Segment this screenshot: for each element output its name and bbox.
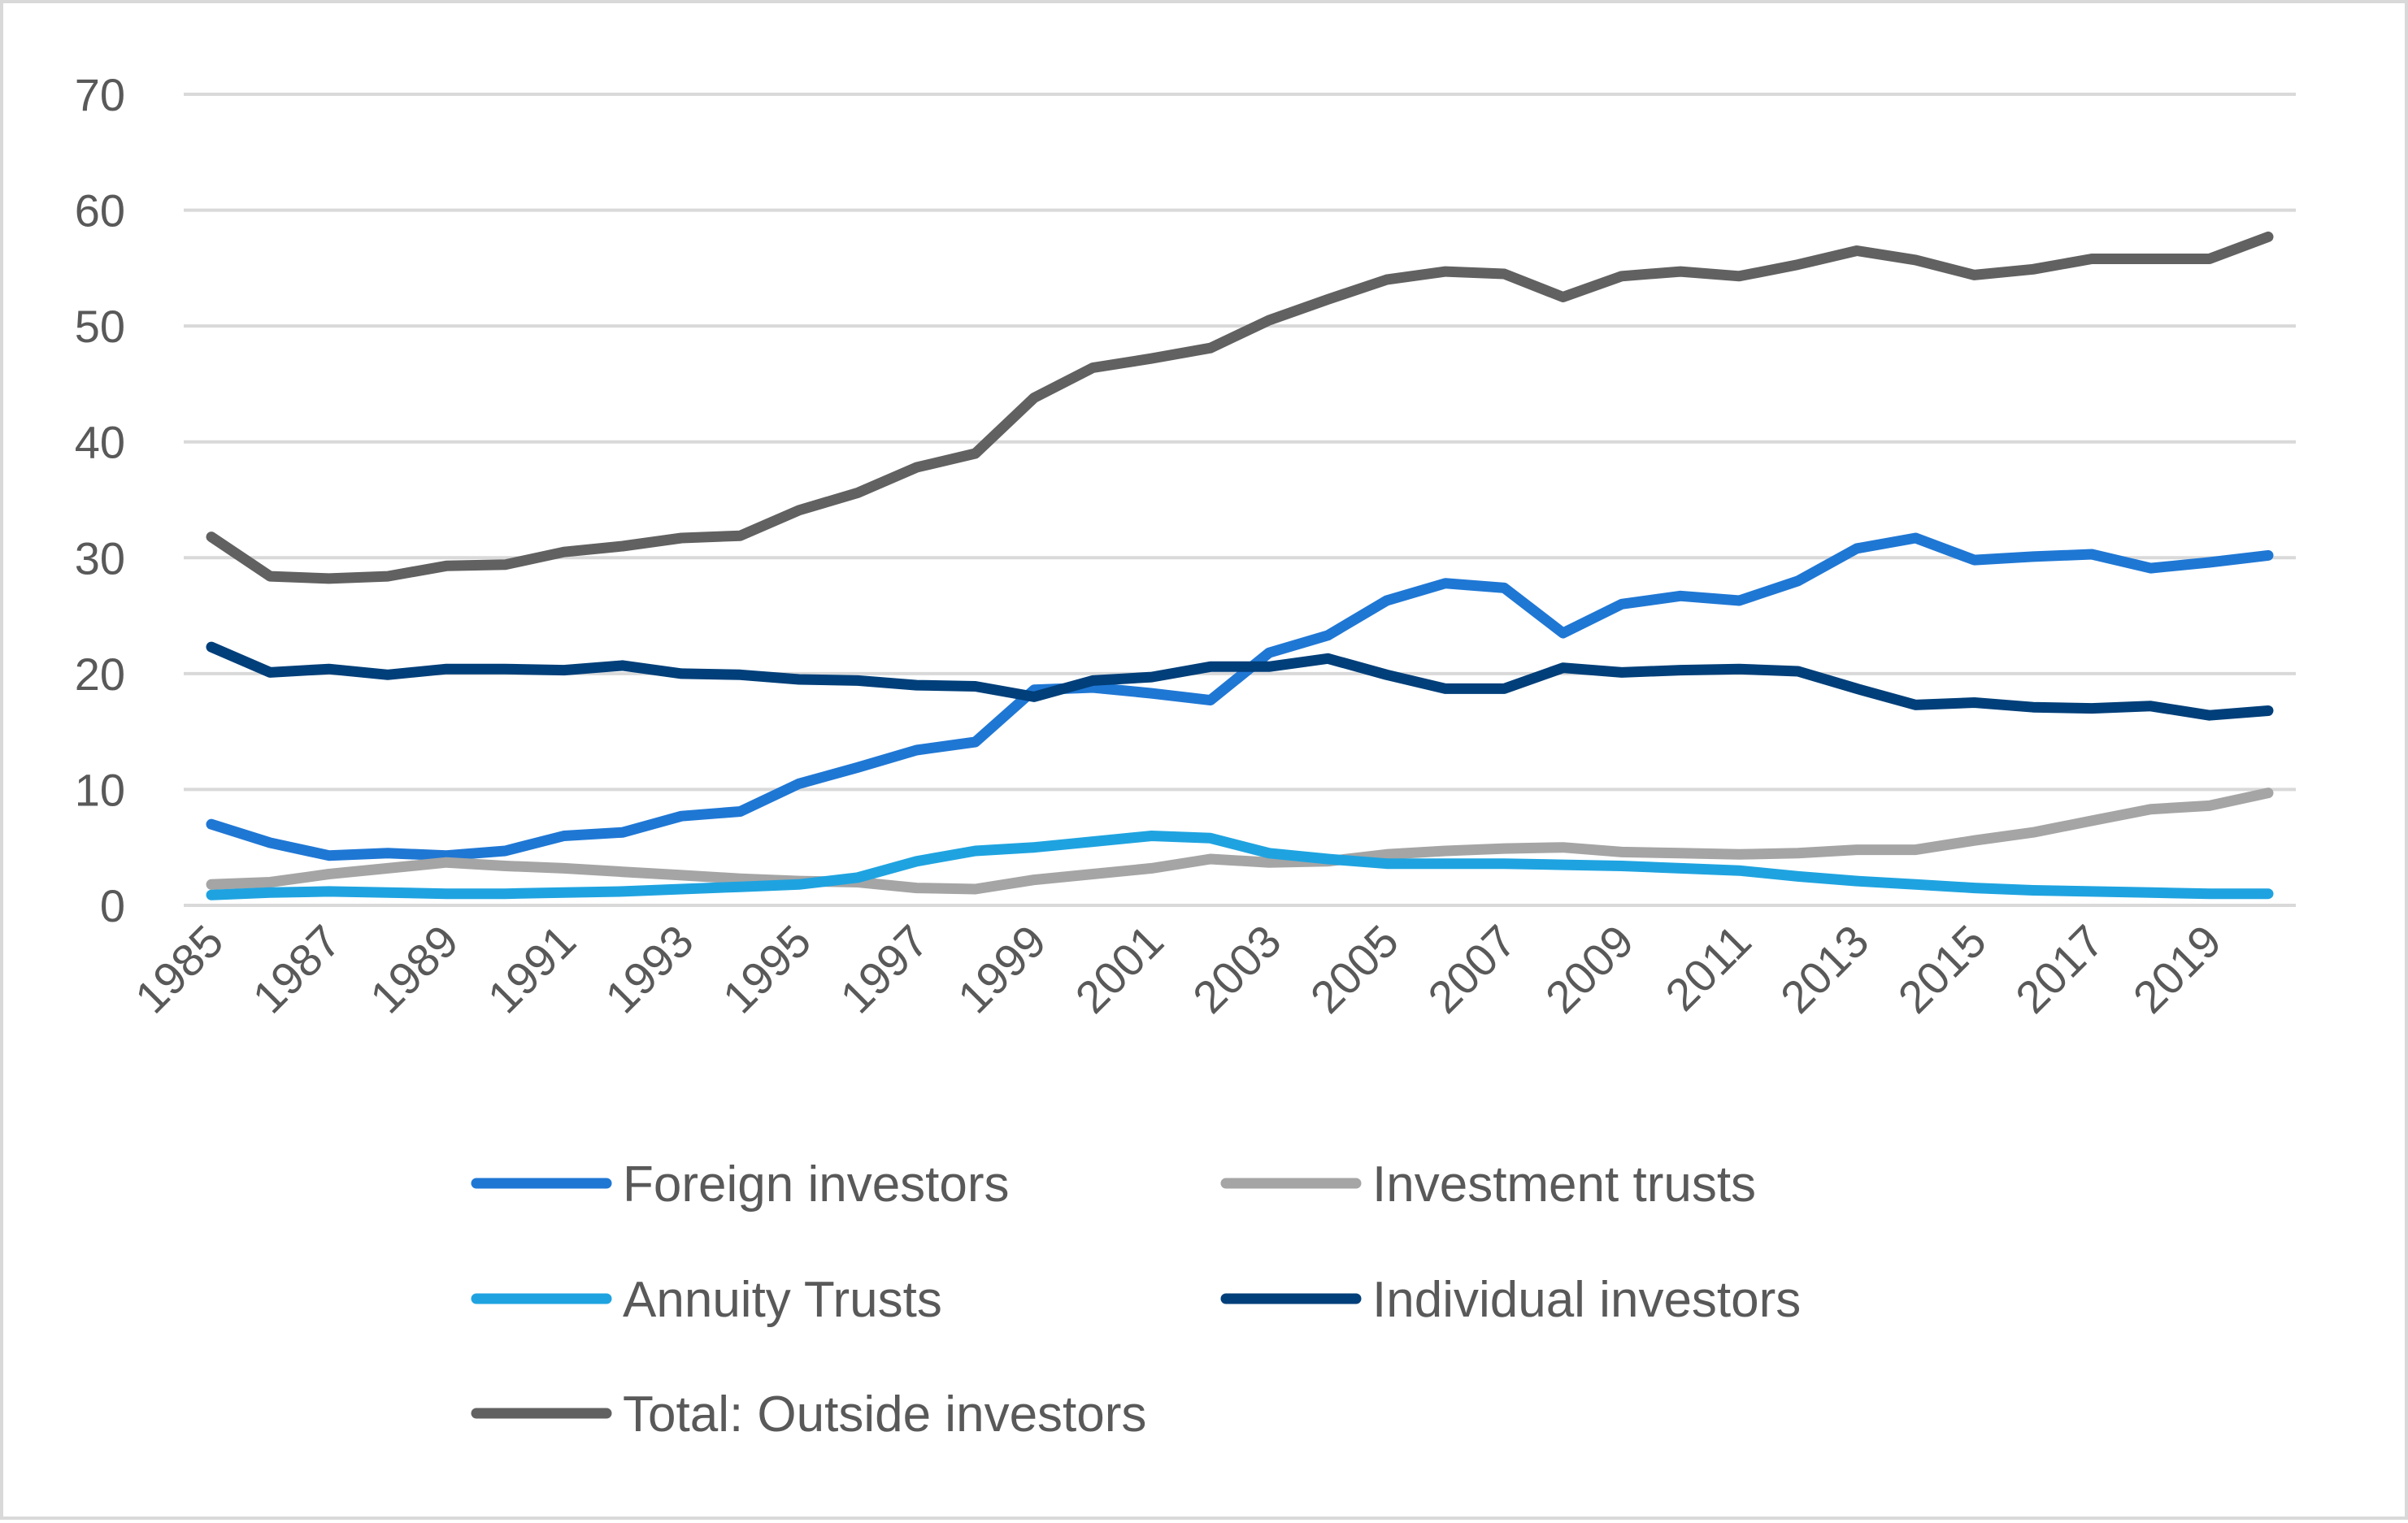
x-tick-label: 1991 xyxy=(478,915,586,1023)
x-tick-label: 2009 xyxy=(1536,915,1644,1023)
y-axis-ticks: 0 10 20 30 40 50 60 70 xyxy=(75,69,125,931)
x-tick-label: 1997 xyxy=(830,915,938,1023)
legend: Foreign investors Investment trusts Annuit… xyxy=(471,1156,1801,1443)
gridlines xyxy=(184,93,2296,907)
x-tick-label: 2013 xyxy=(1771,915,1879,1023)
legend-label: Individual investors xyxy=(1372,1272,1801,1328)
x-tick-label: 2001 xyxy=(1065,915,1173,1023)
legend-label: Total: Outside investors xyxy=(623,1386,1146,1443)
legend-label: Foreign investors xyxy=(623,1156,1010,1213)
x-tick-label: 1987 xyxy=(242,915,350,1023)
x-tick-label: 1989 xyxy=(360,915,468,1023)
legend-label: Annuity Trusts xyxy=(623,1272,942,1328)
x-tick-label: 1993 xyxy=(595,915,703,1023)
y-tick-label: 20 xyxy=(75,649,125,700)
x-tick-label: 2003 xyxy=(1183,915,1291,1023)
y-tick-label: 60 xyxy=(75,185,125,236)
x-tick-label: 2005 xyxy=(1301,915,1409,1023)
line-chart: 0 10 20 30 40 50 60 70 1985 1987 1989 1991 1993 1995… xyxy=(75,69,2296,1443)
x-tick-label: 2011 xyxy=(1655,915,1761,1021)
y-tick-label: 40 xyxy=(75,417,125,468)
series-line-total-outside-investors xyxy=(206,231,2274,584)
series-line-investment-trusts xyxy=(206,788,2274,895)
series-line-annuity-trusts xyxy=(206,831,2274,900)
y-tick-label: 10 xyxy=(75,764,125,815)
x-tick-label: 2019 xyxy=(2123,915,2232,1023)
series-lines xyxy=(206,231,2274,900)
series-line-individual-investors xyxy=(206,641,2274,721)
x-tick-label: 2015 xyxy=(1888,915,1996,1023)
x-axis-ticks: 1985 1987 1989 1991 1993 1995 1997 1999 2001 2003… xyxy=(125,915,2231,1023)
series-line-foreign-investors xyxy=(206,532,2274,861)
y-tick-label: 0 xyxy=(100,880,125,931)
x-tick-label: 2017 xyxy=(2006,915,2114,1023)
y-tick-label: 50 xyxy=(75,301,125,352)
legend-label: Investment trusts xyxy=(1372,1156,1756,1213)
y-tick-label: 30 xyxy=(75,532,125,584)
y-tick-label: 70 xyxy=(75,69,125,120)
x-tick-label: 1995 xyxy=(713,915,821,1023)
x-tick-label: 1985 xyxy=(125,915,233,1023)
x-tick-label: 2007 xyxy=(1418,915,1526,1023)
x-tick-label: 1999 xyxy=(948,915,1056,1023)
